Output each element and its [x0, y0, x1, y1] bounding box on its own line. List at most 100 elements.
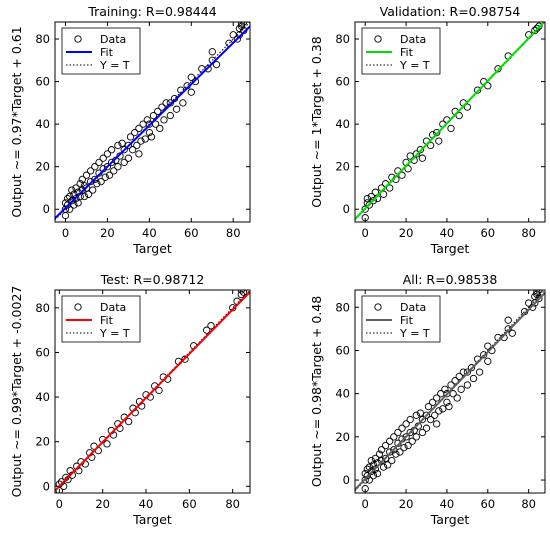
- data-point: [137, 137, 145, 145]
- data-point: [126, 133, 135, 141]
- data-point: [80, 192, 89, 201]
- data-point: [365, 476, 373, 484]
- data-point: [369, 472, 378, 480]
- data-point: [484, 357, 492, 365]
- data-point: [467, 364, 476, 372]
- data-point: [124, 154, 133, 162]
- data-point: [95, 158, 103, 167]
- data-point: [367, 467, 375, 476]
- data-point: [424, 402, 433, 411]
- chart-title: Test: R=0.98712: [100, 272, 205, 287]
- data-point: [107, 158, 116, 167]
- data-point: [89, 186, 97, 194]
- data-point: [133, 141, 141, 150]
- data-point: [435, 137, 443, 145]
- y-tick-label: 60: [335, 75, 350, 89]
- data-point: [463, 381, 472, 389]
- data-point: [400, 443, 408, 452]
- data-point: [371, 188, 380, 196]
- plot-marks: [55, 290, 250, 493]
- axes-frame: [54, 289, 251, 494]
- data-point: [422, 424, 431, 432]
- y-tick-label: 80: [35, 32, 50, 46]
- data-point: [120, 158, 128, 167]
- data-point: [367, 456, 375, 465]
- data-point: [455, 372, 463, 381]
- data-point: [86, 177, 95, 186]
- data-point: [445, 402, 453, 411]
- data-point: [447, 124, 455, 133]
- data-point: [504, 316, 512, 324]
- data-point: [494, 65, 502, 73]
- legend-data-marker: [374, 303, 382, 311]
- data-point: [379, 190, 388, 198]
- data-point: [141, 135, 149, 143]
- fit-line: [355, 292, 545, 491]
- data-point: [239, 290, 248, 296]
- data-point: [145, 128, 154, 137]
- data-point: [377, 456, 386, 465]
- y-tick-label: 0: [43, 479, 50, 493]
- data-point: [535, 294, 543, 303]
- data-point: [459, 368, 467, 376]
- fit-line: [55, 25, 250, 219]
- data-point: [473, 86, 482, 94]
- data-point: [406, 428, 414, 437]
- data-point: [76, 180, 84, 188]
- y-tick-label: 60: [335, 343, 350, 357]
- data-point: [114, 163, 122, 171]
- legend-label: Fit: [400, 314, 414, 327]
- data-point: [369, 461, 378, 469]
- data-point: [408, 437, 416, 445]
- data-point: [375, 450, 384, 458]
- data-point: [422, 411, 431, 419]
- y-axis-label: Output ~= 0.99*Target + -0.0027: [9, 286, 24, 498]
- data-point: [533, 290, 541, 296]
- data-point: [398, 424, 406, 432]
- x-tick-label: 60: [480, 226, 495, 240]
- axes-frame: [354, 289, 546, 494]
- y-tick-label: 20: [35, 160, 50, 174]
- x-tick-label: 0: [362, 497, 369, 511]
- data-point: [151, 120, 160, 128]
- data-point: [99, 154, 107, 162]
- data-point: [433, 420, 441, 428]
- data-point: [455, 111, 463, 120]
- data-point: [388, 456, 396, 465]
- data-point: [406, 415, 414, 424]
- data-point: [396, 448, 404, 456]
- data-point: [154, 107, 162, 116]
- data-point: [187, 73, 195, 81]
- data-point: [386, 184, 394, 192]
- data-point: [439, 405, 447, 413]
- data-point: [369, 197, 378, 205]
- test-plot: 0 20 40 60 80 0 20 40 60 80 Test: R=0.98712 Target O…: [9, 272, 251, 527]
- data-point: [533, 24, 541, 33]
- legend-label: Data: [100, 33, 126, 46]
- data-point: [114, 141, 122, 150]
- data-point: [68, 186, 76, 194]
- data-point: [475, 368, 484, 376]
- y-axis-label: Output ~= 0.97*Target + 0.61: [9, 26, 24, 217]
- y-tick-label: 20: [335, 430, 350, 444]
- data-point: [147, 133, 156, 141]
- x-tick-label: 80: [226, 226, 241, 240]
- x-tick-label: 80: [225, 497, 240, 511]
- data-point: [70, 201, 78, 209]
- legend-label: Data: [400, 33, 426, 46]
- legend-label: Y = T: [399, 327, 430, 340]
- legend-label: Fit: [400, 46, 414, 59]
- data-point: [416, 146, 425, 154]
- x-tick-label: 0: [62, 226, 69, 240]
- data-point: [381, 441, 390, 450]
- axes-frame: [54, 21, 251, 223]
- data-point: [418, 154, 427, 162]
- data-point: [66, 205, 74, 213]
- y-tick-label: 20: [335, 160, 350, 174]
- data-point: [394, 428, 402, 437]
- data-point: [82, 171, 91, 179]
- data-point: [398, 171, 406, 179]
- data-point: [91, 163, 99, 171]
- data-point: [428, 398, 437, 406]
